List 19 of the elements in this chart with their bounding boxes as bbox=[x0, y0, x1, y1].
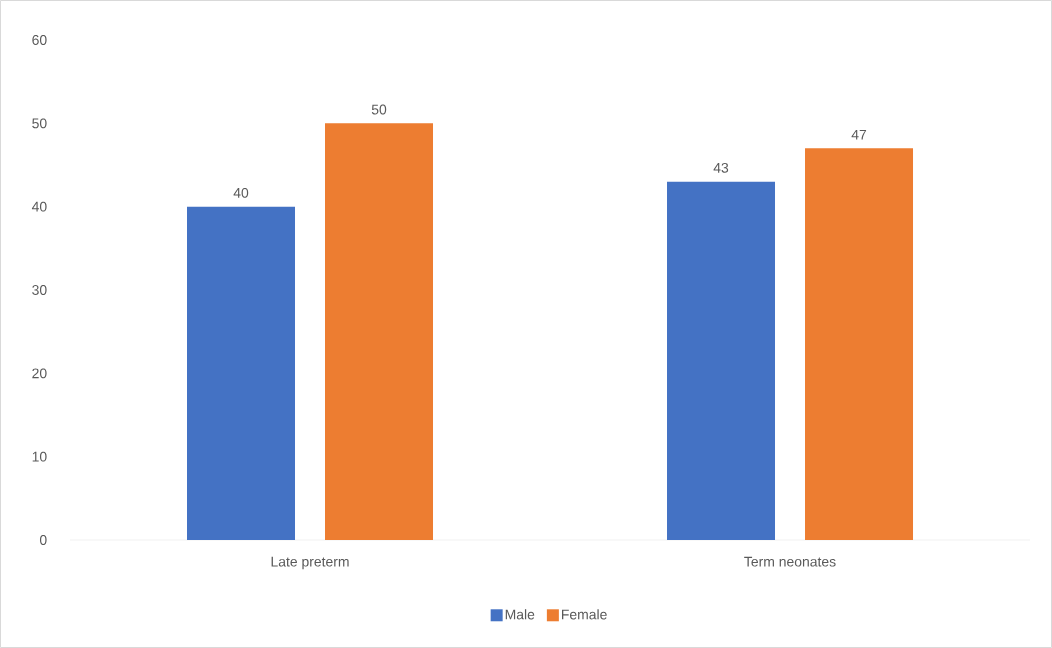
x-tick-label: Late preterm bbox=[271, 556, 349, 570]
bar bbox=[667, 181, 776, 540]
legend-label: Male bbox=[505, 609, 535, 620]
data-label: 47 bbox=[851, 129, 867, 140]
data-label: 40 bbox=[233, 187, 249, 198]
x-tick-label: Term neonates bbox=[744, 556, 836, 567]
y-tick-label: 20 bbox=[32, 368, 47, 379]
bar bbox=[805, 148, 914, 540]
y-tick-label: 50 bbox=[32, 118, 47, 129]
y-tick-label: 60 bbox=[32, 35, 47, 45]
y-tick-label: 10 bbox=[32, 451, 47, 462]
y-tick-label: 0 bbox=[39, 535, 47, 545]
bar bbox=[325, 123, 433, 540]
legend-label: Female bbox=[562, 609, 607, 620]
bar bbox=[187, 206, 295, 540]
y-tick-label: 30 bbox=[32, 285, 47, 295]
data-label: 50 bbox=[371, 104, 387, 115]
y-tick-label: 40 bbox=[31, 201, 47, 212]
data-label: 43 bbox=[713, 162, 729, 173]
